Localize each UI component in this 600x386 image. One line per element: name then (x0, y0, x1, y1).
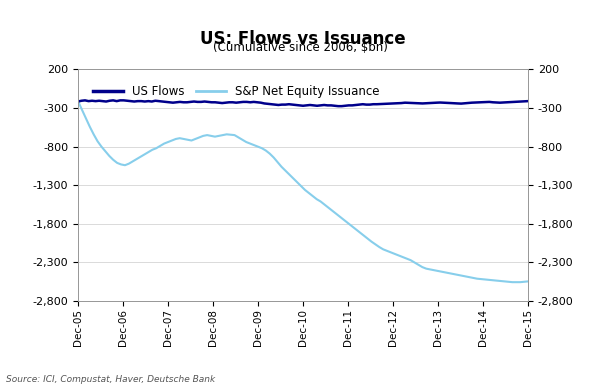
Text: Source: ICI, Compustat, Haver, Deutsche Bank: Source: ICI, Compustat, Haver, Deutsche … (6, 375, 215, 384)
Title: US: Flows vs Issuance: US: Flows vs Issuance (200, 30, 406, 49)
Legend: US Flows, S&P Net Equity Issuance: US Flows, S&P Net Equity Issuance (88, 80, 385, 102)
Text: (Cumulative since 2006, $bn): (Cumulative since 2006, $bn) (212, 41, 388, 54)
